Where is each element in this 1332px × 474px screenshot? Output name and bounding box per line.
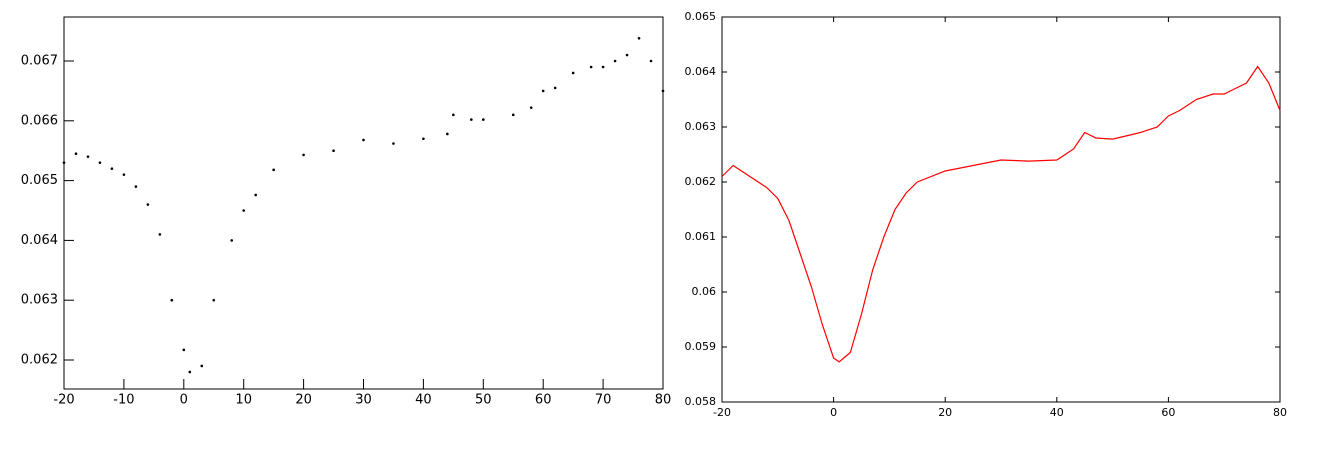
data-point — [362, 138, 365, 142]
y-tick-label: 0.063 — [685, 120, 717, 133]
data-line — [721, 65, 1281, 363]
x-tick-label: 60 — [535, 393, 552, 408]
data-point — [86, 155, 90, 158]
y-tick-label: 0.061 — [685, 230, 717, 243]
data-point — [230, 239, 234, 242]
y-tick-label: 0.062 — [685, 175, 717, 188]
x-tick-label: 40 — [1050, 406, 1064, 419]
data-point — [649, 59, 653, 63]
data-point — [422, 137, 425, 141]
data-point — [511, 113, 515, 117]
data-point — [452, 113, 455, 117]
data-point — [302, 153, 305, 157]
data-point — [170, 298, 174, 302]
data-point — [541, 89, 545, 93]
data-point — [589, 65, 593, 69]
data-point — [98, 161, 102, 164]
x-tick-label: 60 — [1161, 406, 1175, 419]
x-tick-label: 50 — [475, 393, 492, 408]
x-tick-label: 40 — [415, 393, 432, 408]
data-point — [146, 203, 150, 206]
x-tick-label: 20 — [295, 393, 312, 408]
y-tick-label: 0.062 — [21, 352, 58, 367]
x-tick-label: 0 — [830, 406, 837, 419]
x-tick-label: 10 — [235, 393, 252, 408]
x-tick-label: 80 — [1273, 406, 1287, 419]
data-point — [446, 132, 449, 136]
x-tick-label: 20 — [938, 406, 952, 419]
x-tick-label: -20 — [53, 393, 74, 408]
data-point — [74, 152, 78, 155]
y-tick-label: 0.058 — [685, 395, 717, 408]
data-point — [254, 193, 257, 197]
x-tick-label: 30 — [355, 393, 372, 408]
data-point — [110, 167, 114, 170]
data-point — [553, 86, 557, 90]
data-point — [601, 65, 605, 69]
data-point — [392, 142, 395, 145]
data-point — [470, 118, 473, 121]
data-point — [242, 209, 245, 212]
x-tick-label: 80 — [655, 393, 672, 408]
data-point — [158, 233, 162, 236]
data-point — [182, 348, 186, 352]
y-tick-label: 0.065 — [685, 10, 717, 23]
x-tick-label: -10 — [113, 393, 134, 408]
y-tick-label: 0.064 — [21, 233, 58, 248]
x-tick-label: 0 — [180, 393, 188, 408]
data-point — [212, 298, 216, 302]
plot-frame — [721, 16, 1281, 403]
data-point — [134, 185, 138, 188]
data-point — [272, 168, 275, 172]
data-point — [637, 36, 641, 40]
y-tick-label: 0.059 — [685, 340, 717, 353]
data-point — [482, 118, 485, 121]
data-point — [529, 106, 533, 109]
data-point — [62, 161, 66, 164]
data-point — [625, 53, 629, 57]
y-tick-label: 0.063 — [21, 293, 58, 308]
y-tick-label: 0.064 — [685, 65, 717, 78]
data-point — [122, 173, 126, 176]
y-tick-label: 0.067 — [21, 54, 58, 69]
x-tick-label: -20 — [713, 406, 731, 419]
data-point — [613, 59, 617, 63]
x-tick-label: 70 — [595, 393, 612, 408]
data-point — [332, 149, 335, 153]
data-point — [571, 71, 575, 75]
data-point — [188, 370, 192, 374]
y-tick-label: 0.06 — [692, 285, 717, 298]
y-tick-label: 0.065 — [21, 173, 58, 188]
y-tick-label: 0.066 — [21, 113, 58, 128]
data-point — [200, 364, 204, 368]
data-point — [661, 89, 665, 93]
